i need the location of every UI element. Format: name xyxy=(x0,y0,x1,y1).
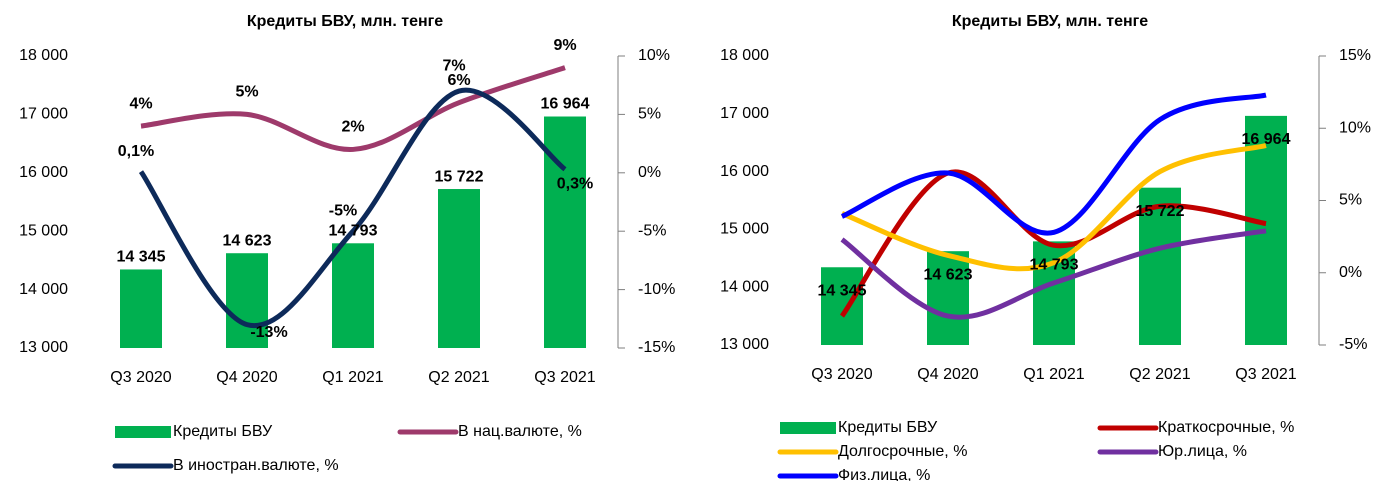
line-value-label: 7% xyxy=(442,57,465,74)
legend-label: В иностран.валюте, % xyxy=(173,457,339,474)
line-value-label: -5% xyxy=(329,202,357,219)
y2-tick-label: -10% xyxy=(638,281,675,298)
y2-tick-label: 10% xyxy=(1339,119,1371,136)
line-value-label: 0,1% xyxy=(118,143,154,160)
bar xyxy=(120,269,162,348)
bar-value-label: 14 793 xyxy=(329,223,378,240)
bar-value-label: 16 964 xyxy=(1242,131,1291,148)
legend-label: Краткосрочные, % xyxy=(1158,419,1294,436)
y-tick-label: 14 000 xyxy=(19,281,68,298)
y-tick-label: 15 000 xyxy=(19,222,68,239)
x-tick-label: Q1 2021 xyxy=(322,369,383,386)
legend-swatch xyxy=(780,422,836,434)
bar-value-label: 14 345 xyxy=(117,249,166,266)
x-tick-label: Q2 2021 xyxy=(1129,366,1190,383)
x-tick-label: Q2 2021 xyxy=(428,369,489,386)
x-tick-label: Q4 2020 xyxy=(216,369,277,386)
y2-tick-label: 10% xyxy=(638,47,670,64)
bar xyxy=(927,251,969,345)
y-tick-label: 17 000 xyxy=(720,105,769,122)
y2-tick-label: -15% xyxy=(638,339,675,356)
y-tick-label: 15 000 xyxy=(720,221,769,238)
bar-value-label: 15 722 xyxy=(435,168,484,185)
x-tick-label: Q3 2020 xyxy=(110,369,171,386)
y2-tick-label: 0% xyxy=(638,164,661,181)
bar xyxy=(821,267,863,345)
chart-title: Кредиты БВУ, млн. тенге xyxy=(247,13,443,30)
y-tick-label: 16 000 xyxy=(19,164,68,181)
y-tick-label: 18 000 xyxy=(720,47,769,64)
y2-tick-label: 5% xyxy=(1339,192,1362,209)
chart-title: Кредиты БВУ, млн. тенге xyxy=(952,13,1148,30)
x-tick-label: Q3 2021 xyxy=(534,369,595,386)
line-value-label: 4% xyxy=(129,95,152,112)
legend-label: Долгосрочные, % xyxy=(838,443,967,460)
bar xyxy=(332,243,374,348)
bar xyxy=(1033,241,1075,345)
bar xyxy=(226,253,268,348)
line xyxy=(138,87,567,329)
y2-tick-label: 5% xyxy=(638,106,661,123)
legend-label: Кредиты БВУ xyxy=(838,419,938,436)
y-tick-label: 13 000 xyxy=(19,339,68,356)
legend-swatch xyxy=(115,426,171,438)
y-tick-label: 13 000 xyxy=(720,336,769,353)
line-value-label: 2% xyxy=(341,119,364,136)
legend-label: В нац.валюте, % xyxy=(458,423,582,440)
y2-tick-label: 15% xyxy=(1339,47,1371,64)
legend-label: Юр.лица, % xyxy=(1158,443,1247,460)
bar-value-label: 14 623 xyxy=(924,266,973,283)
line xyxy=(840,228,1267,320)
legend-label: Физ.лица, % xyxy=(838,467,930,481)
x-tick-label: Q4 2020 xyxy=(917,366,978,383)
line xyxy=(839,169,1267,318)
x-tick-label: Q3 2020 xyxy=(811,366,872,383)
legend-label: Кредиты БВУ xyxy=(173,423,273,440)
line xyxy=(841,143,1267,272)
bar xyxy=(1139,187,1181,345)
bar-value-label: 14 623 xyxy=(223,232,272,249)
bar xyxy=(438,189,480,348)
line-value-label: 9% xyxy=(553,37,576,54)
y2-tick-label: -5% xyxy=(638,222,666,239)
line-value-label: 0,3% xyxy=(557,176,593,193)
line-value-label: 6% xyxy=(447,72,470,89)
y-tick-label: 16 000 xyxy=(720,163,769,180)
line-value-label: -13% xyxy=(250,324,287,341)
bar-value-label: 14 793 xyxy=(1030,257,1079,274)
x-tick-label: Q3 2021 xyxy=(1235,366,1296,383)
bar-value-label: 14 345 xyxy=(818,282,867,299)
x-tick-label: Q1 2021 xyxy=(1023,366,1084,383)
y2-tick-label: 0% xyxy=(1339,264,1362,281)
y2-tick-label: -5% xyxy=(1339,336,1367,353)
bar-value-label: 16 964 xyxy=(541,96,590,113)
y-tick-label: 17 000 xyxy=(19,106,68,123)
line xyxy=(840,92,1267,236)
line xyxy=(140,65,566,152)
line-value-label: 5% xyxy=(235,84,258,101)
y-tick-label: 18 000 xyxy=(19,47,68,64)
y-tick-label: 14 000 xyxy=(720,278,769,295)
bar-value-label: 15 722 xyxy=(1136,203,1185,220)
